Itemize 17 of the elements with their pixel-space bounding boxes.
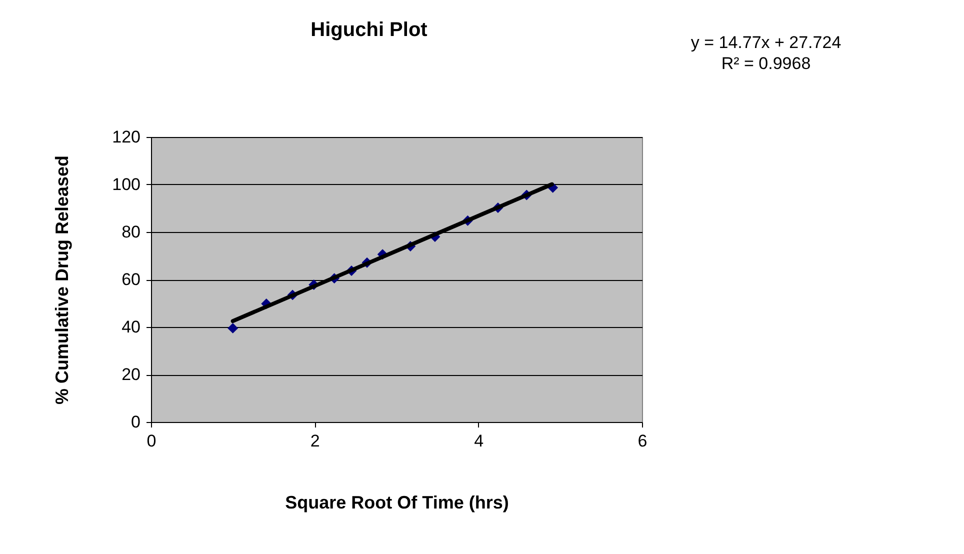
point: [228, 322, 238, 334]
y-tick-label: 120: [112, 128, 140, 146]
x-tick-label: 4: [474, 432, 484, 450]
x-axis-title: Square Root Of Time (hrs): [285, 492, 509, 512]
y-tick-label: 80: [122, 222, 140, 242]
y-tick-label: 60: [122, 270, 140, 289]
chart-title: Higuchi Plot: [310, 19, 428, 41]
x-tick-label: 2: [310, 432, 320, 450]
y-tick-label: 0: [131, 412, 140, 432]
y-tick-label: 20: [122, 365, 140, 384]
text: R² = 0.9968: [721, 54, 811, 73]
y-axis-title: % Cumulative Drug Released: [52, 155, 72, 405]
y-tick-label: 40: [122, 318, 140, 336]
x-tick-label: 6: [638, 432, 648, 450]
y-tick-label: 100: [112, 175, 140, 194]
text: y = 14.77x + 27.724: [690, 33, 842, 52]
x-tick-label: 0: [146, 432, 156, 450]
